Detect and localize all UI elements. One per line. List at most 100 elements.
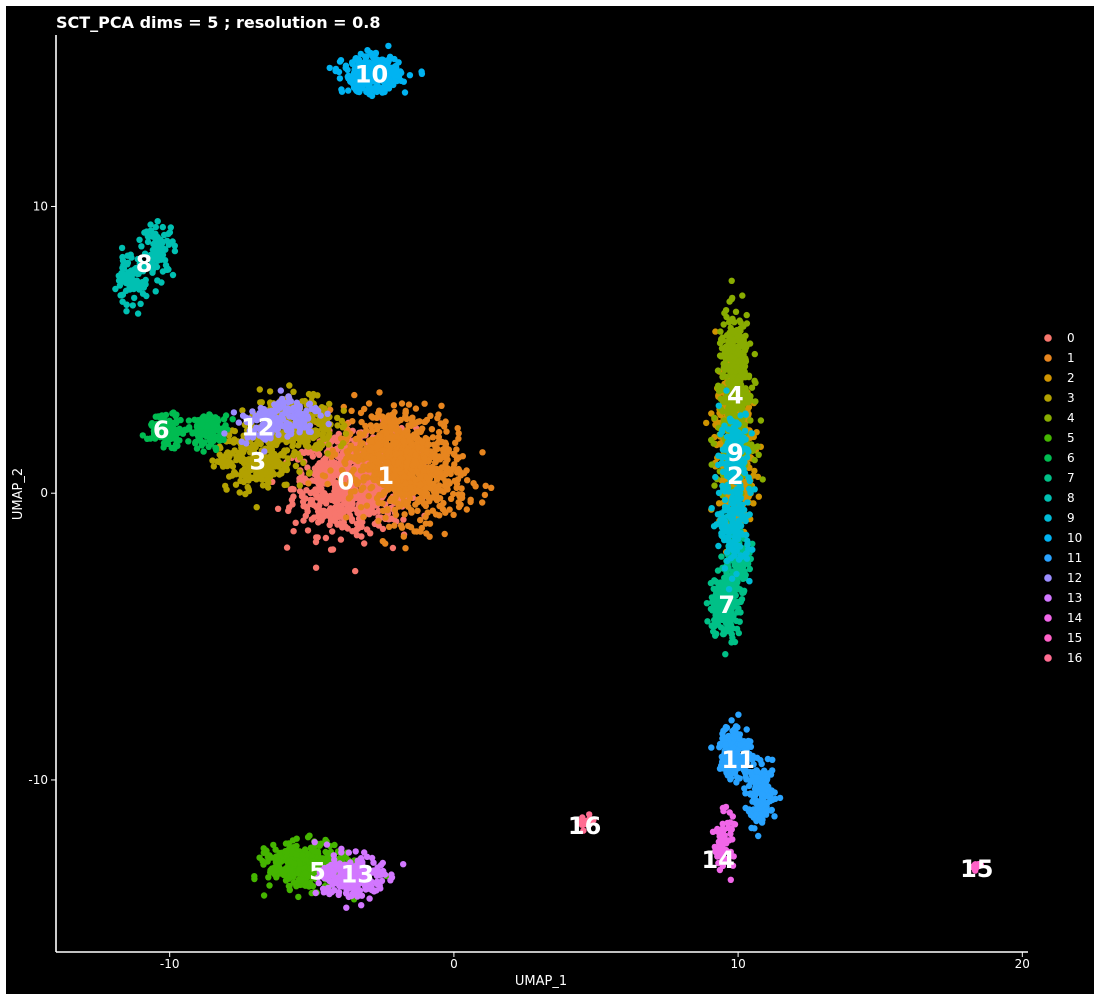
cluster-5-point [286, 886, 293, 894]
cluster-8-point [169, 271, 177, 279]
cluster-1-point [391, 498, 398, 505]
cluster-8-point [152, 262, 159, 269]
cluster-1-point [450, 511, 457, 518]
cluster-3-point [223, 450, 230, 458]
cluster-1-point [438, 464, 445, 471]
cluster-3-point [210, 463, 217, 470]
cluster-1-point [412, 405, 420, 412]
cluster-0-point [353, 506, 360, 513]
cluster-10-point [345, 87, 352, 94]
cluster-1-point [437, 503, 445, 510]
cluster-1-point [397, 455, 405, 462]
cluster-4-point [723, 361, 730, 369]
cluster-1-point [417, 473, 424, 481]
cluster-6-point [139, 432, 146, 439]
cluster-6-point [186, 426, 193, 433]
cluster-0-point [299, 490, 306, 498]
cluster-1-point [343, 455, 350, 462]
cluster-3-point [268, 441, 275, 448]
cluster-0-point [332, 510, 339, 517]
cluster-2-point [750, 500, 757, 507]
cluster-9-point [723, 549, 731, 556]
cluster-1-point [420, 467, 428, 474]
cluster-0-point [316, 481, 323, 488]
cluster-6-point [171, 445, 178, 452]
cluster-4-point [741, 421, 748, 428]
cluster-8-point [147, 227, 154, 234]
cluster-8-point [129, 302, 136, 309]
cluster-6-point [222, 412, 230, 419]
cluster-9-point [742, 411, 749, 418]
cluster-9-point [746, 578, 753, 585]
cluster-7-point [731, 638, 739, 646]
cluster-0-point [310, 514, 318, 521]
cluster-0-point [292, 519, 299, 526]
cluster-5-point [291, 860, 298, 867]
cluster-7-point [718, 553, 725, 560]
cluster-4-point [728, 295, 736, 303]
cluster-3-point [305, 390, 313, 398]
cluster-1-point [359, 466, 367, 474]
cluster-1-point [370, 455, 377, 463]
cluster-0-point [352, 567, 359, 575]
cluster-7-point [737, 598, 744, 606]
cluster-3-point [232, 481, 240, 488]
cluster-4-point [733, 364, 740, 371]
cluster-8-point [152, 288, 159, 295]
cluster-0-point [340, 500, 348, 507]
cluster-1-point [479, 499, 486, 506]
cluster-1-point [455, 435, 462, 442]
cluster-1-point [455, 430, 462, 437]
cluster-6-point [212, 446, 220, 454]
cluster-1-point [405, 401, 413, 408]
cluster-9-point [746, 485, 753, 493]
cluster-0-point [309, 453, 316, 460]
cluster-0-point [320, 507, 328, 514]
cluster-6-point [204, 423, 211, 430]
cluster-9-point [732, 541, 739, 548]
cluster-1-point [430, 480, 437, 487]
cluster-1-point [348, 407, 355, 414]
cluster-8-point [165, 241, 172, 248]
cluster-0-point [366, 511, 373, 518]
cluster-4-point [742, 356, 749, 363]
cluster-1-point [403, 500, 410, 507]
cluster-10-point [418, 70, 426, 78]
cluster-0-point [296, 475, 303, 482]
cluster-8-point [163, 266, 171, 273]
cluster-6-point [185, 438, 192, 445]
cluster-2-point [715, 500, 723, 507]
cluster-1-point [360, 484, 367, 491]
cluster-1-point [388, 411, 396, 419]
cluster-1-point [421, 500, 428, 507]
cluster-1-point [366, 447, 374, 454]
cluster-0-point [367, 530, 374, 537]
cluster-9-point [734, 535, 742, 542]
cluster-9-point [746, 477, 753, 485]
cluster-8-point [157, 243, 164, 250]
cluster-3-point [266, 388, 274, 395]
cluster-1-point [408, 471, 416, 479]
cluster-8-point [171, 242, 178, 249]
cluster-0-point [325, 512, 333, 519]
cluster-3-point [305, 443, 312, 450]
cluster-1-point [403, 447, 410, 455]
cluster-4-point [719, 408, 726, 415]
cluster-9-point [719, 426, 726, 433]
cluster-0-point [326, 521, 333, 529]
cluster-1-point [375, 517, 382, 525]
cluster-4-point [719, 334, 726, 341]
cluster-0-point [389, 544, 397, 552]
cluster-4-point [739, 292, 746, 299]
cluster-9-point [719, 468, 727, 475]
cluster-1-point [414, 418, 422, 425]
cluster-9-point [742, 550, 750, 557]
cluster-1-point [412, 476, 419, 483]
cluster-0-point [304, 527, 312, 534]
cluster-0-point [400, 516, 407, 523]
cluster-3-point [314, 418, 321, 426]
cluster-0-point [331, 463, 338, 470]
cluster-1-point [357, 504, 365, 511]
cluster-1-point [435, 428, 443, 436]
cluster-6-point [214, 415, 221, 423]
